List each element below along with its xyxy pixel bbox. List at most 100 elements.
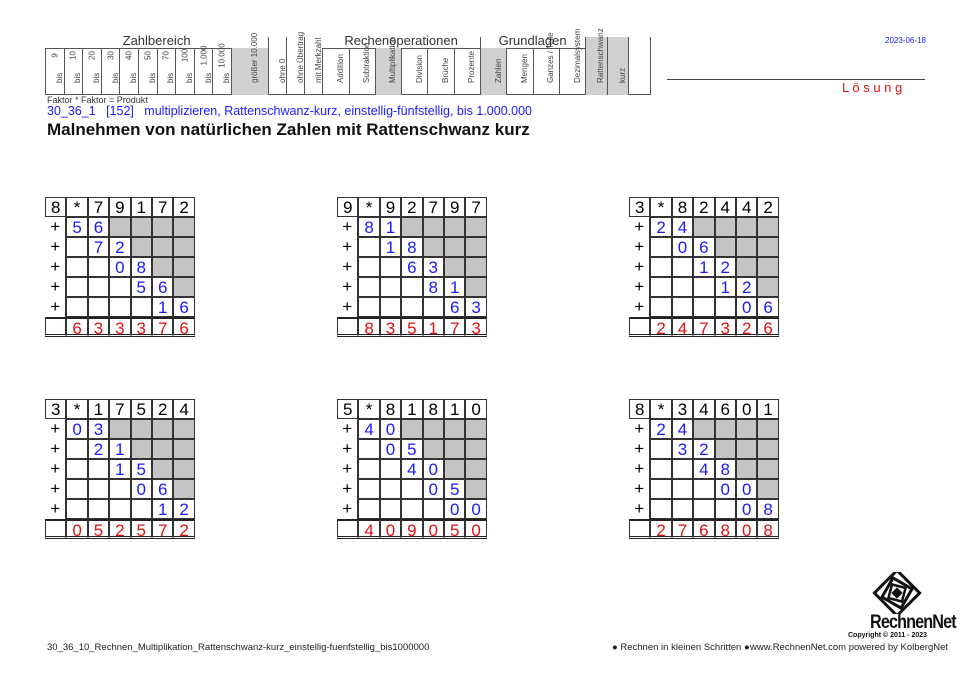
- name-line: [667, 79, 925, 80]
- shaded-cell: [173, 257, 195, 277]
- shaded-cell: [152, 217, 174, 237]
- empty-cell: [66, 479, 88, 499]
- number-digit-cell: 8: [379, 399, 402, 419]
- partial-digit-cell: 5: [401, 439, 423, 459]
- page-title: Malnehmen von natürlichen Zahlen mit Rat…: [47, 120, 530, 139]
- shaded-cell: [444, 257, 466, 277]
- grundlagen-1: Mengen: [506, 48, 532, 95]
- shaded-cell: [173, 459, 195, 479]
- operation-4: Brüche: [427, 48, 453, 95]
- result-digit-cell: 8: [757, 519, 779, 540]
- result-digit-cell: 2: [736, 317, 758, 338]
- zahlbereich-3-top: 30: [106, 51, 116, 60]
- zahlbereich-2-bottom: bis: [91, 72, 101, 83]
- number-digit-cell: 2: [401, 197, 423, 217]
- category-header: Zahlbereich bis 9 bis 10 bis 20 bis 30 bis 40 bis 50…: [45, 28, 651, 95]
- number-digit-cell: 1: [401, 399, 423, 419]
- empty-cell: [650, 479, 672, 499]
- number-digit-cell: 4: [736, 197, 758, 217]
- result-digit-cell: 0: [422, 519, 444, 540]
- partial-digit-cell: 2: [109, 237, 131, 257]
- shaded-cell: [757, 237, 779, 257]
- copyright: Copyright © 2011 - 2023: [848, 632, 928, 639]
- operation-0-label: Addition: [335, 54, 345, 83]
- number-digit-cell: 1: [87, 399, 110, 419]
- result-digit-cell: 4: [358, 519, 380, 540]
- number-digit-cell: 7: [152, 197, 174, 217]
- footer-slogan: ● Rechnen in kleinen Schritten ●: [612, 642, 750, 653]
- result-digit-cell: 5: [401, 317, 423, 338]
- empty-cell: [109, 297, 131, 317]
- partial-digit-cell: 6: [444, 297, 466, 317]
- operation-4-label: Brüche: [441, 57, 451, 83]
- footer-filename: 30_36_10_Rechnen_Multiplikation_Rattensc…: [47, 642, 430, 653]
- empty-cell: [650, 257, 672, 277]
- number-digit-cell: 9: [109, 197, 131, 217]
- zahlbereich-1-bottom: bis: [73, 72, 83, 83]
- empty-cell: [87, 297, 110, 317]
- special-1: kurz: [606, 37, 629, 95]
- shaded-cell: [465, 217, 487, 237]
- zahlbereich-5: bis 50: [138, 48, 157, 95]
- zahlbereich-4: bis 40: [119, 48, 138, 95]
- number-digit-cell: 4: [173, 399, 195, 419]
- empty-cell: [358, 237, 380, 257]
- operator-cell: *: [358, 197, 380, 217]
- subtitle: 30_36_1 [152] multiplizieren, Rattenschw…: [47, 104, 532, 118]
- shaded-cell: [465, 439, 487, 459]
- grundlagen-1-label: Mengen: [519, 54, 529, 83]
- option-1: ohne Übertrag: [286, 32, 305, 95]
- partial-digit-cell: 2: [87, 439, 110, 459]
- zahlbereich-8-bottom: bis: [203, 72, 213, 83]
- result-digit-cell: 0: [66, 519, 88, 540]
- number-digit-cell: 0: [465, 399, 487, 419]
- partial-digit-cell: 8: [714, 459, 736, 479]
- shaded-cell: [757, 439, 779, 459]
- empty-cell: [671, 459, 694, 479]
- plus-cell: +: [45, 297, 67, 317]
- empty-cell: [693, 499, 715, 519]
- result-digit-cell: 3: [109, 317, 131, 338]
- partial-digit-cell: 4: [358, 419, 380, 439]
- result-digit-cell: 2: [109, 519, 131, 540]
- number-digit-cell: 1: [757, 399, 779, 419]
- shaded-cell: [173, 439, 195, 459]
- partial-digit-cell: 5: [66, 217, 88, 237]
- factor-cell: 3: [45, 399, 67, 419]
- partial-digit-cell: 6: [757, 297, 779, 317]
- empty-cell: [671, 297, 694, 317]
- zahlbereich-6-top: 70: [161, 51, 171, 60]
- partial-digit-cell: 0: [66, 419, 88, 439]
- plus-cell: +: [45, 459, 67, 479]
- empty-cell: [650, 297, 672, 317]
- empty-cell: [650, 237, 672, 257]
- result-digit-cell: 7: [152, 317, 174, 338]
- partial-digit-cell: 5: [130, 459, 152, 479]
- partial-digit-cell: 0: [422, 459, 444, 479]
- partial-digit-cell: 0: [465, 499, 487, 519]
- shaded-cell: [173, 479, 195, 499]
- partial-digit-cell: 0: [736, 297, 758, 317]
- empty-cell: [130, 297, 152, 317]
- partial-digit-cell: 4: [401, 459, 423, 479]
- plus-cell: +: [45, 439, 67, 459]
- plus-cell: +: [337, 297, 359, 317]
- operation-2-label: Multiplikation: [388, 36, 398, 83]
- operation-1: Subtraktion: [348, 43, 375, 95]
- empty-cell: [130, 499, 152, 519]
- plus-cell: +: [629, 439, 651, 459]
- empty-cell: [671, 257, 694, 277]
- shaded-cell: [736, 257, 758, 277]
- partial-digit-cell: 2: [173, 499, 195, 519]
- number-digit-cell: 7: [109, 399, 131, 419]
- operator-cell: *: [66, 197, 88, 217]
- shaded-cell: [465, 257, 487, 277]
- plus-cell: +: [337, 217, 359, 237]
- number-digit-cell: 6: [714, 399, 736, 419]
- partial-digit-cell: 0: [422, 479, 444, 499]
- plus-cell: +: [629, 237, 651, 257]
- operator-cell: *: [650, 197, 672, 217]
- partial-digit-cell: 7: [87, 237, 110, 257]
- zahlbereich-4-top: 40: [124, 51, 134, 60]
- result-digit-cell: 0: [736, 519, 758, 540]
